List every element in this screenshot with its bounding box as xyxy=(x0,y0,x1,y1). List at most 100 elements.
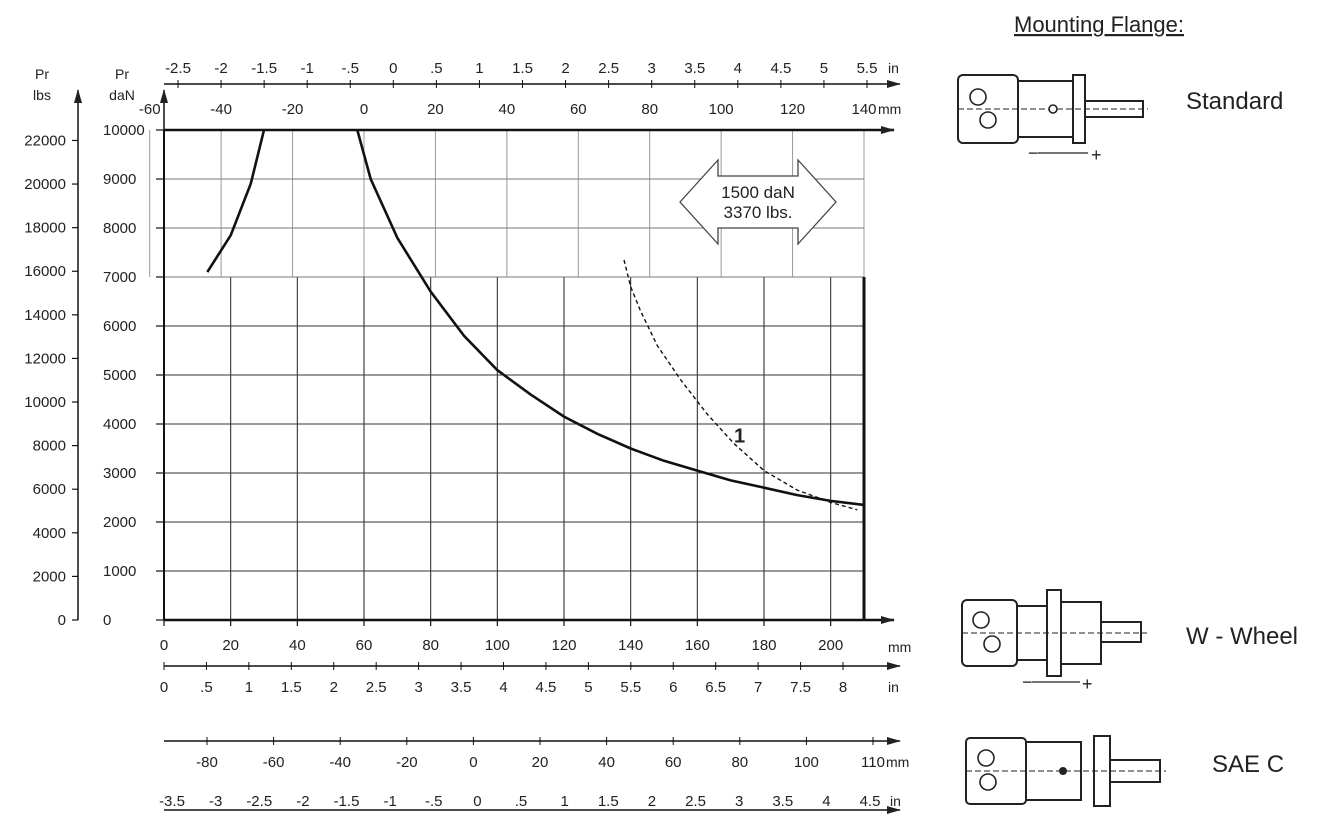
sae-axis-in-tick: 1.5 xyxy=(598,793,619,810)
bottom-axis-in-tick: 2.5 xyxy=(366,679,387,696)
sae-axis-in-tick: 1 xyxy=(560,793,568,810)
y-tick-label-dan: 6000 xyxy=(103,318,136,335)
bottom-axis-in-tick: 1.5 xyxy=(281,679,302,696)
svg-text:+: + xyxy=(1091,145,1102,165)
y-tick-label-lbs: 6000 xyxy=(33,481,66,498)
svg-text:+: + xyxy=(1082,674,1093,694)
top-axis-mm-tick: 140 xyxy=(851,101,876,118)
y-tick-label-dan: 4000 xyxy=(103,416,136,433)
bottom-axis-in-tick: 7.5 xyxy=(790,679,811,696)
sae-axis-in-tick: 3.5 xyxy=(772,793,793,810)
y-tick-label-lbs: 2000 xyxy=(33,568,66,585)
chart-series: 1 xyxy=(206,129,865,511)
top-axis-in-tick: -2 xyxy=(214,60,227,77)
sae-c-flange-drawing xyxy=(965,735,1166,807)
top-axis-in-tick: -1.5 xyxy=(251,60,277,77)
y-tick-label-dan: 5000 xyxy=(103,367,136,384)
sae-axis-mm-tick: 100 xyxy=(794,754,819,771)
x-axis-unit-mm: mm xyxy=(888,639,911,655)
top-axis-mm-tick: 20 xyxy=(427,101,444,118)
top-axis-in-tick: 3.5 xyxy=(684,60,705,77)
sae-axis-in-tick: 4.5 xyxy=(860,793,881,810)
sae-axis-mm-tick: 0 xyxy=(469,754,477,771)
y-axis-title-lbs: Pr xyxy=(35,66,49,82)
y-tick-label-lbs: 22000 xyxy=(24,132,66,149)
top-axis-mm-tick: 80 xyxy=(641,101,658,118)
wheel-flange-drawing: − + xyxy=(961,589,1147,694)
top-axis-in-tick: 4.5 xyxy=(770,60,791,77)
top-axis-in-unit: in xyxy=(888,60,899,76)
x-tick-label-mm: 180 xyxy=(751,637,776,654)
sae-axis-in-tick: -2 xyxy=(296,793,309,810)
mounting-flange-heading: Mounting Flange: xyxy=(1014,12,1184,37)
annotation-line-1: 1500 daN xyxy=(721,183,795,202)
sae-axis-in-tick: 0 xyxy=(473,793,481,810)
top-axis-mm-tick: 100 xyxy=(709,101,734,118)
bottom-axis-in-tick: 3.5 xyxy=(451,679,472,696)
y-tick-label-dan: 10000 xyxy=(103,122,145,139)
y-tick-label-dan: 2000 xyxy=(103,514,136,531)
sae-axis-mm-tick: -80 xyxy=(196,754,218,771)
series-curve-2 xyxy=(356,129,865,507)
sae-axis-mm-unit: mm xyxy=(886,754,909,770)
sae-axis-in-tick: -1.5 xyxy=(334,793,360,810)
sae-axis-in-unit: in xyxy=(890,793,901,809)
standard-flange-label: Standard xyxy=(1186,88,1283,115)
y-axis-title-lbs-unit: lbs xyxy=(33,87,51,103)
top-axis-in-tick: 4 xyxy=(734,60,742,77)
top-axis-in-tick: -1 xyxy=(301,60,314,77)
svg-text:−: − xyxy=(1028,143,1039,163)
sae-axis-in-tick: 2 xyxy=(648,793,656,810)
x-tick-label-mm: 20 xyxy=(222,637,239,654)
y-tick-label-dan: 8000 xyxy=(103,220,136,237)
bottom-axis-in-tick: 4.5 xyxy=(536,679,557,696)
x-tick-label-mm: 120 xyxy=(551,637,576,654)
top-axis-in-tick: .5 xyxy=(430,60,443,77)
sae-axis-in-tick: -.5 xyxy=(425,793,443,810)
x-tick-label-mm: 0 xyxy=(160,637,168,654)
bottom-axis-in-tick: 0 xyxy=(160,679,168,696)
top-axis-in-tick: 2 xyxy=(561,60,569,77)
x-tick-label-mm: 100 xyxy=(485,637,510,654)
top-axis-mm-tick: 40 xyxy=(499,101,516,118)
top-axis-in-tick: 2.5 xyxy=(598,60,619,77)
top-axis-mm-tick: 60 xyxy=(570,101,587,118)
bottom-axis-in-tick: 5.5 xyxy=(620,679,641,696)
bottom-axis-in-tick: 2 xyxy=(330,679,338,696)
y-tick-label-lbs: 10000 xyxy=(24,394,66,411)
series-curve-3 xyxy=(623,259,858,511)
y-tick-label-dan: 9000 xyxy=(103,171,136,188)
top-axis-in-tick: -.5 xyxy=(341,60,359,77)
x-tick-label-mm: 40 xyxy=(289,637,306,654)
sae-axis-mm-tick: 20 xyxy=(532,754,549,771)
double-arrow-shape xyxy=(679,158,837,246)
annotation-line-2: 3370 lbs. xyxy=(724,203,793,222)
top-axis-mm-tick: -40 xyxy=(210,101,232,118)
top-axis-mm-unit: mm xyxy=(878,101,901,117)
top-axis-in-tick: -2.5 xyxy=(165,60,191,77)
y-axis-title-dan-unit: daN xyxy=(109,87,135,103)
bottom-axis-in-tick: 3 xyxy=(414,679,422,696)
bottom-axis-in-tick: .5 xyxy=(200,679,213,696)
bottom-axis-in-unit: in xyxy=(888,679,899,695)
bottom-axis-in-tick: 7 xyxy=(754,679,762,696)
sae-axis-in-tick: .5 xyxy=(515,793,528,810)
sae-axis-in-tick: -3 xyxy=(209,793,222,810)
top-axis-mm-tick: 0 xyxy=(360,101,368,118)
top-axis-in-tick: 1 xyxy=(475,60,483,77)
svg-text:−: − xyxy=(1022,672,1033,692)
sae-axis-mm-tick: -40 xyxy=(329,754,351,771)
y-tick-label-lbs: 4000 xyxy=(33,525,66,542)
sae-axis-mm-tick: 80 xyxy=(731,754,748,771)
sae-axis-mm-tick: 60 xyxy=(665,754,682,771)
y-tick-label-dan: 3000 xyxy=(103,465,136,482)
y-tick-label-dan: 7000 xyxy=(103,269,136,286)
bottom-axis-in-tick: 4 xyxy=(499,679,507,696)
sae-c-flange-label: SAE C xyxy=(1212,751,1284,778)
sae-axis-mm-tick: -60 xyxy=(263,754,285,771)
bottom-axis-in-tick: 8 xyxy=(839,679,847,696)
y-tick-label-lbs: 0 xyxy=(58,612,66,629)
top-axis-mm-tick: -20 xyxy=(282,101,304,118)
